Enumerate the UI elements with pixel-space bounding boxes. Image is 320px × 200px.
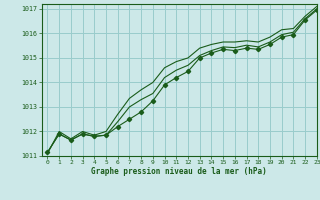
X-axis label: Graphe pression niveau de la mer (hPa): Graphe pression niveau de la mer (hPa) bbox=[91, 167, 267, 176]
